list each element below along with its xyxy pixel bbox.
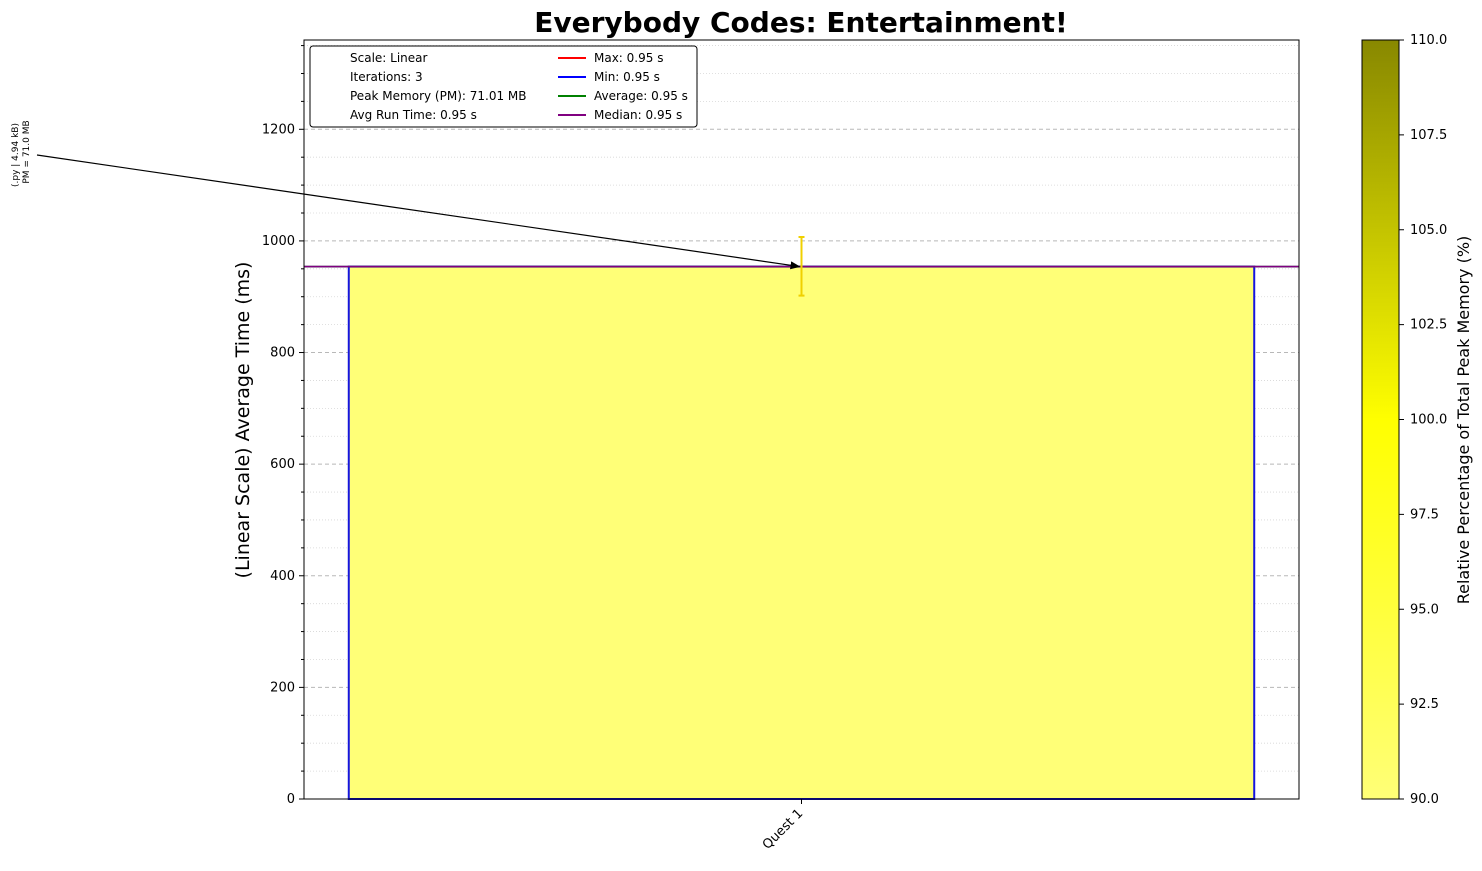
annotation: (.py | 4.94 kB) PM = 71.0 MB <box>11 120 801 270</box>
error-bars <box>798 236 805 297</box>
annotation-arrow <box>36 154 801 270</box>
chart-title: Everybody Codes: Entertainment! <box>534 6 1068 39</box>
y-axis-label: (Linear Scale) Average Time (ms) <box>232 262 254 579</box>
colorbar-tick-label: 105.0 <box>1410 223 1447 238</box>
colorbar-ticks: 90.0 92.5 95.0 97.5 100.0 102.5 105.0 107.5 110.… <box>1399 33 1447 807</box>
x-axis: Quest 1 <box>760 799 806 853</box>
legend-label-average: Average: 0.95 s <box>594 89 688 103</box>
colorbar-tick-label: 107.5 <box>1410 128 1447 143</box>
colorbar-tick-label: 97.5 <box>1410 507 1439 522</box>
colorbar: 90.0 92.5 95.0 97.5 100.0 102.5 105.0 107.5 110.… <box>1361 33 1473 807</box>
legend-info-scale: Scale: Linear <box>350 51 428 65</box>
legend-box <box>309 45 698 128</box>
bar <box>347 265 1256 801</box>
colorbar-tick-label: 100.0 <box>1410 413 1447 428</box>
y-tick-label: 200 <box>270 680 295 695</box>
annotation-line-1: (.py | 4.94 kB) <box>11 123 21 187</box>
legend-info-iterations: Iterations: 3 <box>350 70 423 84</box>
colorbar-tick-label: 110.0 <box>1410 33 1447 48</box>
y-tick-label: 1200 <box>262 122 295 137</box>
colorbar-tick-label: 102.5 <box>1410 318 1447 333</box>
bar-layer <box>347 265 1256 801</box>
y-tick-label: 400 <box>270 569 295 584</box>
y-tick-label: 1000 <box>262 234 295 249</box>
colorbar-gradient <box>1361 39 1400 800</box>
legend: Scale: Linear Iterations: 3 Peak Memory … <box>309 45 698 128</box>
annotation-line-2: PM = 71.0 MB <box>22 120 32 183</box>
x-tick-label: Quest 1 <box>760 806 806 852</box>
legend-label-max: Max: 0.95 s <box>594 51 663 65</box>
colorbar-tick-label: 90.0 <box>1410 792 1439 807</box>
legend-label-median: Median: 0.95 s <box>594 108 682 122</box>
y-tick-label: 600 <box>270 457 295 472</box>
y-axis: 0 200 400 600 800 1000 1200 <box>262 45 304 807</box>
legend-info-avg-run-time: Avg Run Time: 0.95 s <box>350 108 477 122</box>
legend-label-min: Min: 0.95 s <box>594 70 660 84</box>
y-tick-label: 800 <box>270 346 295 361</box>
colorbar-label: Relative Percentage of Total Peak Memory… <box>1454 236 1473 605</box>
colorbar-tick-label: 95.0 <box>1410 602 1439 617</box>
legend-info-peak-memory: Peak Memory (PM): 71.01 MB <box>350 89 527 103</box>
colorbar-tick-label: 92.5 <box>1410 697 1439 712</box>
y-tick-label: 0 <box>287 792 295 807</box>
